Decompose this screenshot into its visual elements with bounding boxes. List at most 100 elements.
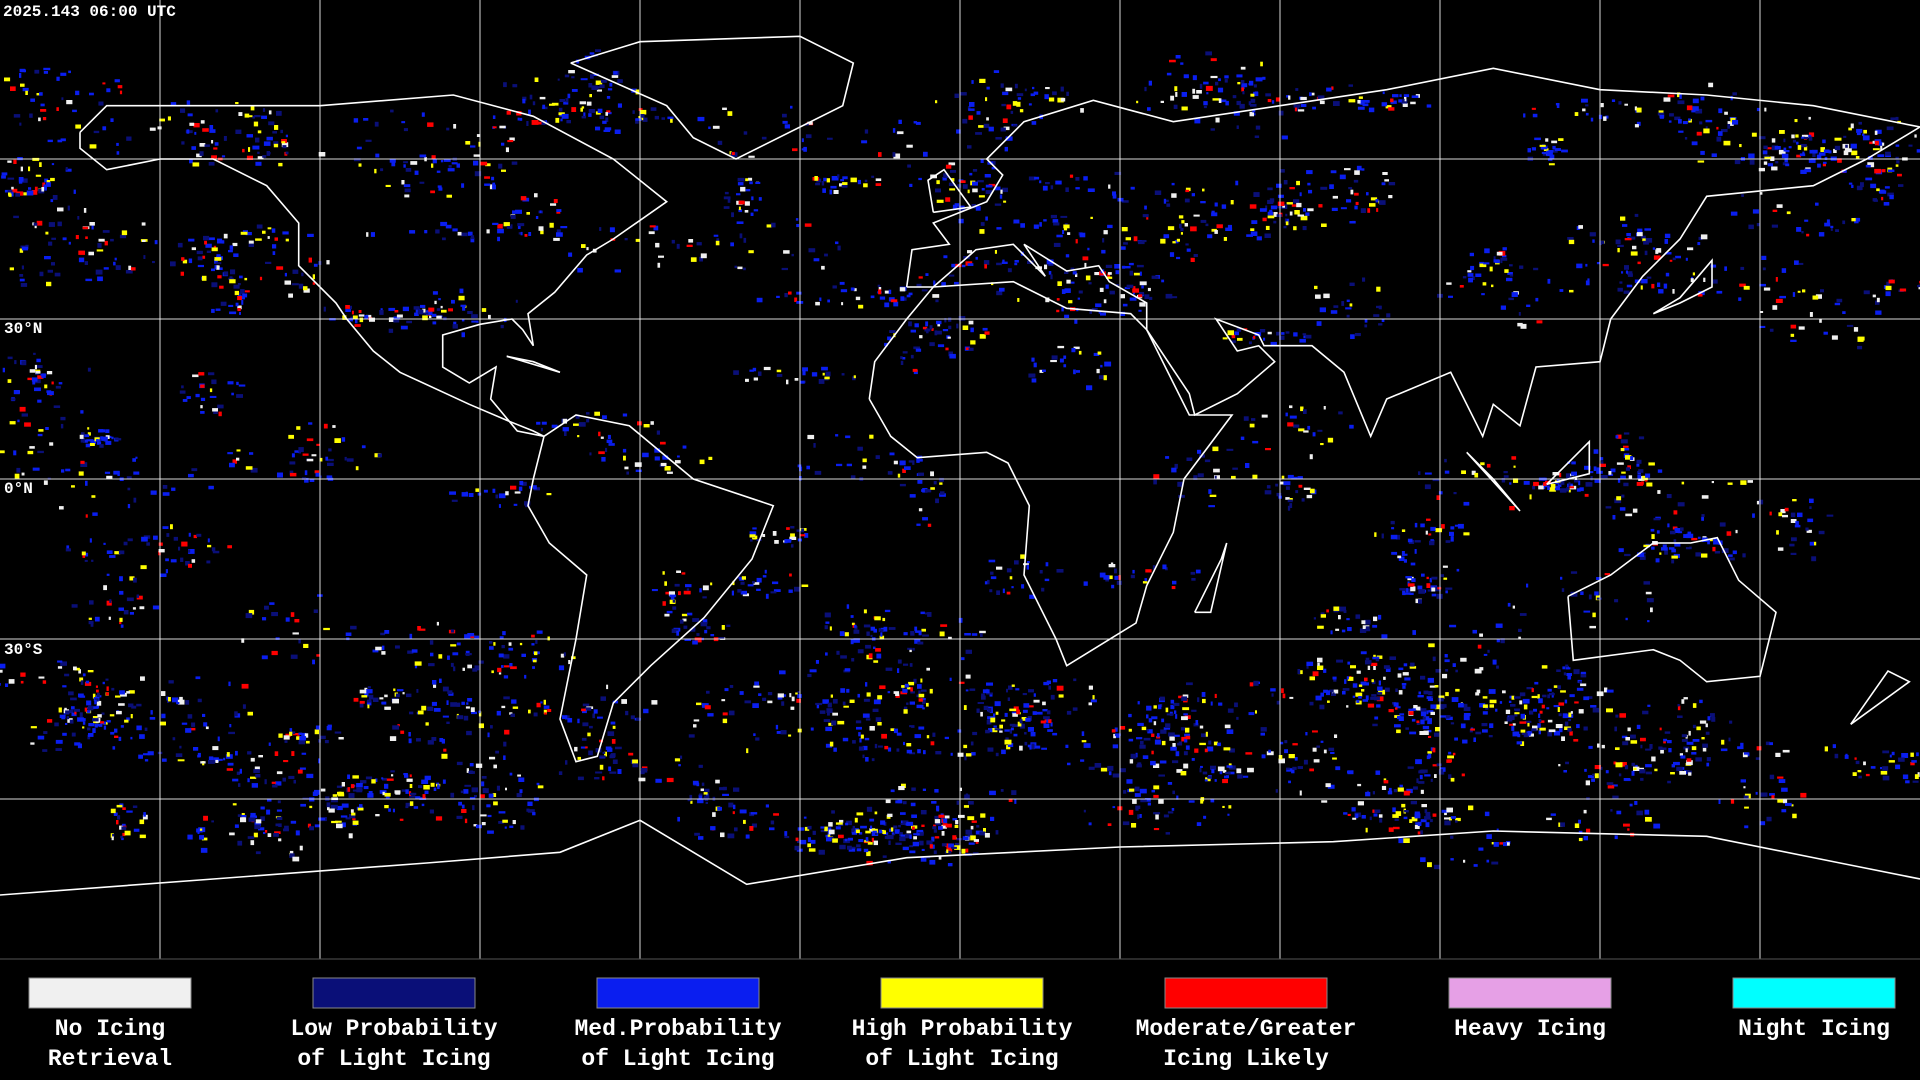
icing-pixel — [926, 840, 933, 845]
icing-pixel — [330, 800, 338, 803]
icing-pixel — [831, 810, 835, 814]
icing-pixel — [965, 347, 970, 350]
icing-pixel — [1554, 485, 1560, 491]
icing-pixel — [1424, 774, 1431, 777]
icing-pixel — [535, 640, 538, 644]
icing-pixel — [975, 132, 982, 135]
icing-pixel — [1597, 743, 1600, 748]
icing-pixel — [366, 689, 373, 694]
icing-pixel — [825, 652, 828, 656]
icing-pixel — [1723, 140, 1731, 146]
icing-pixel — [1017, 298, 1020, 302]
icing-pixel — [1079, 232, 1086, 238]
icing-pixel — [1420, 830, 1423, 835]
icing-pixel — [1224, 724, 1231, 729]
icing-pixel — [1176, 238, 1180, 242]
icing-pixel — [252, 115, 255, 119]
icing-pixel — [65, 167, 68, 171]
icing-pixel — [634, 462, 642, 467]
icing-pixel — [651, 700, 658, 705]
icing-pixel — [437, 784, 440, 790]
icing-pixel — [1356, 670, 1361, 674]
icing-pixel — [1375, 199, 1379, 203]
icing-pixel — [1362, 103, 1369, 107]
icing-pixel — [1580, 671, 1586, 674]
icing-pixel — [130, 267, 136, 271]
icing-pixel — [599, 115, 605, 120]
icing-pixel — [571, 656, 576, 660]
icing-pixel — [1781, 787, 1788, 792]
icing-pixel — [1052, 732, 1058, 736]
icing-pixel — [1489, 266, 1493, 272]
icing-pixel — [211, 308, 215, 313]
icing-pixel — [762, 534, 766, 537]
icing-pixel — [918, 630, 922, 636]
icing-pixel — [553, 237, 560, 241]
icing-pixel — [228, 731, 235, 735]
icing-pixel — [853, 375, 856, 379]
icing-pixel — [66, 709, 74, 714]
icing-pixel — [1858, 121, 1862, 125]
icing-pixel — [1004, 712, 1008, 717]
icing-pixel — [913, 370, 918, 375]
icing-pixel — [82, 553, 86, 558]
icing-pixel — [1120, 294, 1125, 299]
icing-pixel — [518, 777, 525, 782]
icing-pixel — [935, 100, 938, 104]
icing-pixel — [1420, 857, 1426, 862]
icing-pixel — [198, 372, 205, 376]
icing-pixel — [1110, 562, 1114, 565]
icing-pixel — [393, 316, 401, 320]
icing-pixel — [666, 777, 674, 783]
icing-pixel — [240, 815, 247, 818]
icing-pixel — [1622, 741, 1629, 746]
icing-pixel — [430, 782, 435, 787]
icing-pixel — [900, 834, 905, 837]
icing-pixel — [839, 631, 845, 636]
icing-pixel — [1099, 287, 1104, 292]
icing-pixel — [1019, 745, 1023, 751]
icing-pixel — [854, 624, 857, 628]
icing-pixel — [1249, 204, 1257, 209]
icing-pixel — [106, 550, 113, 554]
icing-pixel — [102, 82, 106, 85]
icing-pixel — [1382, 91, 1385, 95]
icing-pixel — [1370, 662, 1378, 666]
icing-pixel — [1166, 713, 1174, 716]
icing-pixel — [473, 824, 478, 827]
icing-pixel — [1648, 462, 1655, 466]
icing-pixel — [1729, 720, 1733, 724]
icing-pixel — [885, 667, 893, 671]
icing-pixel — [1171, 808, 1175, 811]
icing-pixel — [131, 705, 137, 709]
icing-pixel — [941, 824, 947, 829]
icing-pixel — [1437, 587, 1442, 590]
icing-pixel — [543, 699, 546, 705]
icing-pixel — [69, 719, 74, 724]
icing-pixel — [188, 549, 195, 554]
icing-pixel — [229, 311, 237, 315]
icing-pixel — [1420, 789, 1424, 794]
icing-pixel — [1112, 773, 1120, 778]
icing-pixel — [1416, 722, 1420, 725]
icing-pixel — [436, 308, 441, 311]
icing-pixel — [1547, 278, 1551, 284]
icing-pixel — [1543, 482, 1547, 486]
icing-pixel — [889, 330, 896, 333]
icing-pixel — [1748, 153, 1755, 159]
icing-pixel — [367, 686, 371, 689]
icing-pixel — [1526, 583, 1529, 588]
icing-pixel — [1236, 328, 1241, 332]
icing-pixel — [213, 411, 218, 414]
icing-pixel — [1031, 357, 1035, 362]
icing-pixel — [368, 791, 373, 796]
icing-pixel — [1514, 712, 1518, 717]
icing-pixel — [1273, 220, 1277, 224]
icing-pixel — [1902, 774, 1909, 780]
icing-pixel — [266, 151, 270, 156]
icing-pixel — [132, 805, 138, 808]
icing-pixel — [38, 117, 41, 122]
icing-pixel — [116, 710, 122, 715]
icing-pixel — [1166, 72, 1172, 76]
icing-pixel — [806, 465, 810, 470]
